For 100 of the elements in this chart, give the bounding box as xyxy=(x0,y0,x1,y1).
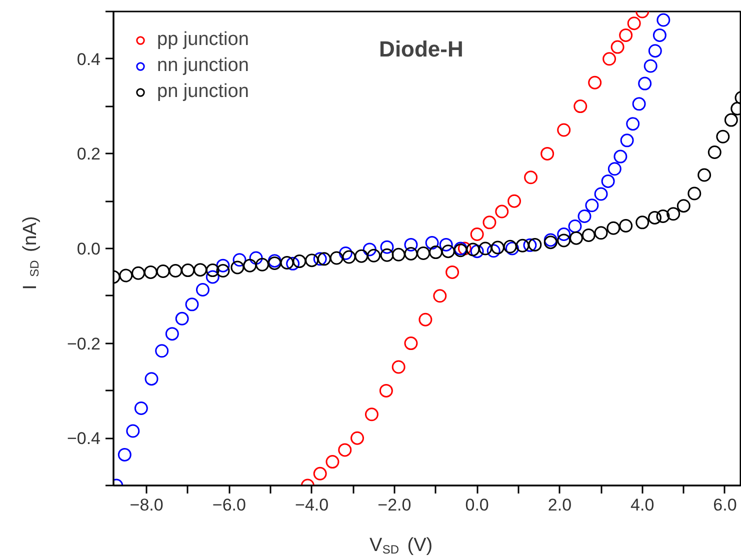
point xyxy=(620,134,634,148)
point xyxy=(544,236,558,250)
point xyxy=(216,264,230,278)
point xyxy=(286,256,300,270)
point xyxy=(429,246,443,260)
point xyxy=(606,221,620,235)
point xyxy=(716,130,730,144)
point xyxy=(568,219,582,233)
point xyxy=(404,238,418,252)
point xyxy=(528,238,542,252)
point xyxy=(132,266,146,280)
point xyxy=(601,174,615,188)
point xyxy=(330,251,344,265)
point xyxy=(404,336,418,350)
point xyxy=(181,264,195,278)
x-tick-label: 0.0 xyxy=(465,496,489,514)
point xyxy=(354,249,368,263)
point xyxy=(666,207,680,221)
x-tick-label: −4.0 xyxy=(295,496,329,514)
x-tick-label: −8.0 xyxy=(130,496,164,514)
point xyxy=(416,246,430,260)
point xyxy=(516,238,530,252)
point xyxy=(619,219,633,232)
point xyxy=(350,431,364,445)
point xyxy=(379,384,393,398)
point xyxy=(206,264,220,278)
point xyxy=(482,216,496,230)
point xyxy=(458,242,472,256)
point xyxy=(619,28,633,42)
point xyxy=(508,194,522,208)
point xyxy=(557,234,571,248)
point xyxy=(305,254,319,268)
point xyxy=(708,146,722,160)
point xyxy=(364,408,378,422)
point xyxy=(470,244,484,258)
point xyxy=(486,244,500,258)
point xyxy=(338,443,352,457)
legend-label: pp junction xyxy=(157,29,249,51)
point xyxy=(392,360,406,374)
point xyxy=(338,246,352,260)
point xyxy=(478,242,492,256)
point xyxy=(638,76,652,90)
point xyxy=(578,210,592,224)
point xyxy=(155,344,169,358)
point xyxy=(144,372,158,386)
point xyxy=(194,263,208,277)
point xyxy=(676,199,690,213)
point xyxy=(119,268,133,282)
point xyxy=(439,238,453,252)
point xyxy=(392,248,406,262)
point xyxy=(126,424,140,438)
legend-label: pn junction xyxy=(157,81,249,103)
point xyxy=(404,246,418,260)
point xyxy=(698,168,712,182)
point xyxy=(156,264,170,278)
y-tick-label: −0.4 xyxy=(66,429,100,448)
point xyxy=(243,258,257,272)
x-tick-label: −6.0 xyxy=(212,496,246,514)
y-tick-label: 0.0 xyxy=(76,240,101,258)
point xyxy=(557,228,571,242)
point xyxy=(446,265,460,279)
point xyxy=(614,150,628,164)
point xyxy=(280,256,294,270)
point xyxy=(292,254,306,268)
point xyxy=(380,248,394,262)
point xyxy=(724,113,738,127)
point xyxy=(524,170,538,184)
point xyxy=(255,258,269,272)
point xyxy=(206,270,220,284)
y-tick-label: 0.4 xyxy=(76,50,101,69)
point xyxy=(585,198,599,212)
legend-label: nn junction xyxy=(157,55,249,77)
point xyxy=(230,260,244,274)
point xyxy=(594,226,608,240)
point xyxy=(216,258,230,272)
point xyxy=(652,28,666,42)
point xyxy=(433,289,447,303)
point xyxy=(196,283,210,296)
point xyxy=(544,233,558,247)
point xyxy=(418,312,432,326)
point xyxy=(134,402,148,415)
x-tick-label: −2.0 xyxy=(378,496,412,514)
y-tick-label: −0.2 xyxy=(66,334,100,354)
point xyxy=(523,238,537,252)
point xyxy=(648,44,662,58)
x-tick-label: 2.0 xyxy=(548,496,572,514)
point xyxy=(144,265,158,279)
point xyxy=(626,117,640,131)
point xyxy=(313,466,327,480)
point xyxy=(648,210,662,224)
point xyxy=(466,242,480,256)
point xyxy=(610,40,624,54)
point xyxy=(688,186,702,200)
point xyxy=(362,242,376,256)
point xyxy=(582,228,596,242)
point xyxy=(594,187,608,201)
point xyxy=(175,312,189,326)
point xyxy=(557,123,571,137)
point xyxy=(627,16,641,30)
point xyxy=(632,97,646,111)
